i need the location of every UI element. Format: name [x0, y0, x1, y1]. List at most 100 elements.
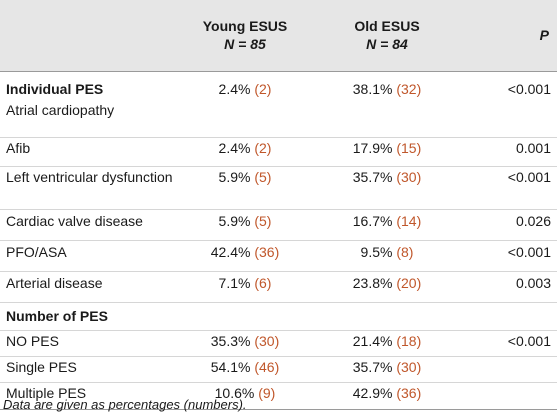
young-value: 5.9% (5) — [183, 208, 307, 240]
young-pct: 5.9% — [218, 168, 251, 185]
young-value: 7.1% (6) — [183, 270, 307, 302]
row-label: Left ventricular dysfunction — [0, 165, 183, 209]
row-label: NO PES — [0, 329, 183, 356]
old-pct: 9.5% — [360, 243, 393, 260]
old-pct: 38.1% — [352, 80, 393, 97]
row-label: Single PES — [0, 355, 183, 382]
row-label: Multiple PES — [0, 381, 183, 410]
old-value: 17.9% (15) — [307, 136, 467, 166]
empty-cell — [183, 301, 307, 330]
young-value: 2.4% (2) — [183, 136, 307, 166]
young-value: 10.6% (9) — [183, 381, 307, 410]
old-pct: 17.9% — [352, 139, 393, 156]
young-pct: 5.9% — [218, 212, 251, 229]
young-pct: 10.6% — [214, 384, 255, 401]
young-value: 2.4% (2) — [183, 71, 307, 137]
header-young-label: Young ESUS — [202, 18, 288, 35]
old-count: (32) — [396, 80, 422, 97]
young-count: (36) — [254, 243, 280, 260]
young-pct: 35.3% — [210, 332, 251, 349]
young-pct: 7.1% — [218, 274, 251, 291]
table-row: PFO/ASA 42.4% (36) 9.5% (8) <0.001 — [0, 239, 557, 271]
old-value: 9.5% (8) — [307, 239, 467, 271]
table-footnote: Data are given as percentages (numbers). — [3, 397, 247, 412]
young-count: (2) — [254, 80, 272, 97]
section-heading: Individual PES — [6, 80, 104, 97]
p-value: 0.001 — [467, 136, 557, 166]
old-value: 38.1% (32) — [307, 71, 467, 137]
row-sublabel: Atrial cardiopathy — [6, 101, 115, 118]
old-count: (15) — [396, 139, 422, 156]
row-label: Arterial disease — [0, 270, 183, 302]
p-value: <0.001 — [507, 80, 551, 97]
p-value: <0.001 — [467, 329, 557, 356]
old-count: (14) — [396, 212, 422, 229]
p-value — [467, 355, 557, 382]
table-row: Number of PES — [0, 301, 557, 330]
old-value: 35.7% (30) — [307, 165, 467, 209]
old-value: 23.8% (20) — [307, 270, 467, 302]
table-row: Left ventricular dysfunction 5.9% (5) 35… — [0, 165, 557, 209]
table-row: Arterial disease 7.1% (6) 23.8% (20) 0.0… — [0, 270, 557, 302]
old-value: 21.4% (18) — [307, 329, 467, 356]
old-value: 16.7% (14) — [307, 208, 467, 240]
old-pct: 35.7% — [352, 358, 393, 375]
old-count: (18) — [396, 332, 422, 349]
young-value: 42.4% (36) — [183, 239, 307, 271]
p-value: 0.026 — [467, 208, 557, 240]
header-old-label: Old ESUS — [354, 18, 420, 35]
young-count: (5) — [254, 168, 272, 185]
table-row: Multiple PES 10.6% (9) 42.9% (36) — [0, 381, 557, 410]
table-row: Single PES 54.1% (46) 35.7% (30) — [0, 355, 557, 382]
young-count: (30) — [254, 332, 280, 349]
old-count: (30) — [396, 168, 422, 185]
old-pct: 16.7% — [352, 212, 393, 229]
old-pct: 21.4% — [352, 332, 393, 349]
header-empty-cell — [0, 0, 183, 71]
young-count: (2) — [254, 139, 272, 156]
old-pct: 42.9% — [352, 384, 393, 401]
header-p-value: P — [539, 27, 549, 44]
header-young-esus: Young ESUS N = 85 — [183, 0, 307, 71]
young-value: 54.1% (46) — [183, 355, 307, 382]
row-label: PFO/ASA — [0, 239, 183, 271]
young-count: (6) — [254, 274, 272, 291]
table-row: Cardiac valve disease 5.9% (5) 16.7% (14… — [0, 208, 557, 240]
row-label: Afib — [0, 136, 183, 166]
row-label: Cardiac valve disease — [0, 208, 183, 240]
old-value: 35.7% (30) — [307, 355, 467, 382]
young-count: (5) — [254, 212, 272, 229]
table-row: NO PES 35.3% (30) 21.4% (18) <0.001 — [0, 329, 557, 356]
young-count: (9) — [258, 384, 276, 401]
header-old-esus: Old ESUS N = 84 — [307, 0, 467, 71]
table-header: Young ESUS N = 85 Old ESUS N = 84 P — [0, 0, 557, 71]
header-old-n: N = 84 — [366, 36, 408, 53]
p-value: <0.001 — [467, 239, 557, 271]
young-count: (46) — [254, 358, 280, 375]
old-count: (8) — [396, 243, 414, 260]
old-pct: 23.8% — [352, 274, 393, 291]
old-count: (20) — [396, 274, 422, 291]
young-value: 5.9% (5) — [183, 165, 307, 209]
header-row: Young ESUS N = 85 Old ESUS N = 84 P — [0, 0, 557, 71]
p-value: <0.001 — [467, 165, 557, 209]
young-pct: 42.4% — [210, 243, 251, 260]
empty-cell — [467, 301, 557, 330]
empty-cell — [307, 301, 467, 330]
young-pct: 2.4% — [218, 139, 251, 156]
old-value: 42.9% (36) — [307, 381, 467, 410]
young-value: 35.3% (30) — [183, 329, 307, 356]
table-body: Individual PES Atrial cardiopathy 2.4% (… — [0, 71, 557, 410]
old-pct: 35.7% — [352, 168, 393, 185]
section-heading: Number of PES — [0, 301, 183, 330]
header-young-n: N = 85 — [224, 36, 266, 53]
old-count: (30) — [396, 358, 422, 375]
p-value — [467, 381, 557, 410]
table-row: Afib 2.4% (2) 17.9% (15) 0.001 — [0, 136, 557, 166]
row-label: Individual PES Atrial cardiopathy — [0, 71, 183, 137]
table-row: Individual PES Atrial cardiopathy 2.4% (… — [0, 71, 557, 137]
young-pct: 2.4% — [218, 80, 251, 97]
old-count: (36) — [396, 384, 422, 401]
